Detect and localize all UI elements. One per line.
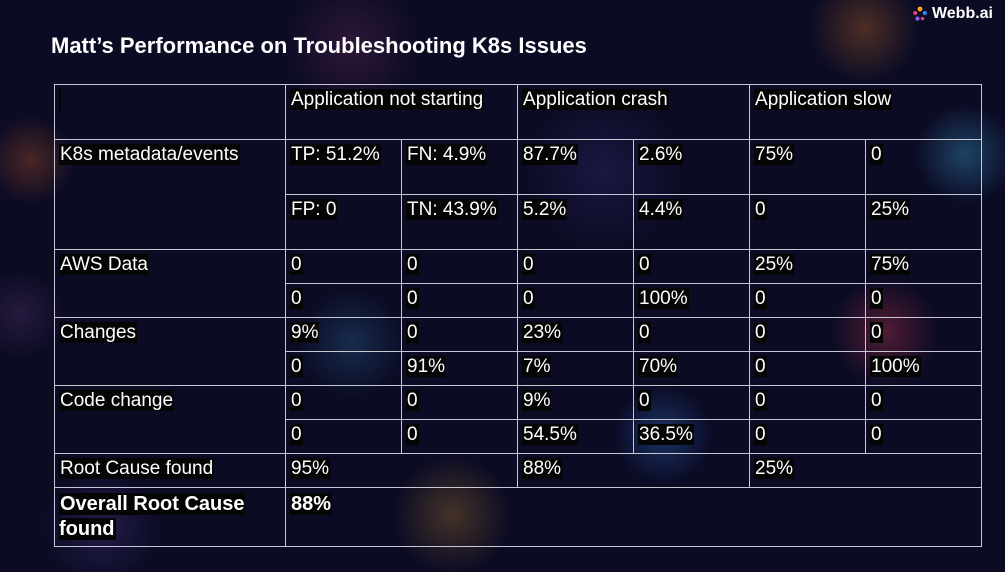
overall-root-cause-value: 88% [284, 487, 983, 547]
table-cell: 4.4% [633, 194, 751, 250]
table-cell: 0 [400, 283, 519, 318]
page-title: Matt’s Performance on Troubleshooting K8… [51, 33, 587, 58]
table-cell: 7% [517, 351, 635, 386]
row-label-aws-data: AWS Data [54, 249, 286, 318]
table-cell: 0 [400, 249, 519, 284]
table-cell: FN: 4.9% [400, 139, 519, 195]
table-row: 0 91% 7% 70% 0 100% [55, 351, 983, 386]
table-cell: 0 [865, 317, 983, 352]
row-label-root-cause-found: Root Cause found [54, 453, 286, 488]
table-cell: 0 [285, 249, 402, 284]
table-cell: 91% [400, 351, 519, 386]
brand-name: Webb.ai [931, 5, 993, 22]
table-cell: 0 [749, 317, 867, 352]
table-cell: 95% [284, 453, 519, 488]
row-label-overall-root-cause: Overall Root Cause found [54, 487, 286, 547]
table-cell: 0 [285, 385, 402, 420]
table-row: Overall Root Cause found 88% [54, 487, 983, 547]
header-application-not-starting: Application not starting [284, 84, 519, 140]
table-cell: 0 [749, 283, 867, 318]
table-cell: 54.5% [517, 419, 635, 454]
table-cell: 0 [517, 249, 635, 284]
row-label-code-change: Code change [54, 385, 286, 454]
table-cell: 0 [285, 351, 402, 386]
table-cell: 88% [517, 453, 751, 488]
table-row: Root Cause found 95% 88% 25% [54, 453, 983, 488]
table-cell: 23% [517, 317, 635, 352]
table-cell: 100% [633, 283, 751, 318]
webb-logo-icon [913, 6, 927, 21]
table-cell: 0 [285, 283, 402, 318]
table-cell: TP: 51.2% [285, 139, 402, 195]
table-cell: 75% [865, 249, 983, 284]
table-cell: 2.6% [633, 139, 751, 195]
table-cell: 75% [749, 139, 867, 195]
table-cell: 0 [400, 419, 519, 454]
table-cell: 25% [865, 194, 983, 250]
brand-logo: Webb.ai [912, 5, 993, 23]
table-row: FP: 0 TN: 43.9% 5.2% 4.4% 0 25% [55, 194, 983, 250]
table-cell: 0 [517, 283, 635, 318]
table-cell: 0 [749, 419, 867, 454]
table-row: Code change 0 0 9% 0 0 0 [54, 385, 983, 454]
table-cell: FP: 0 [285, 194, 402, 250]
table-cell: 0 [633, 317, 751, 352]
table-cell: 70% [633, 351, 751, 386]
table-row: AWS Data 0 0 0 0 25% 75% [54, 249, 983, 318]
table-cell: 5.2% [517, 194, 635, 250]
row-label-k8s-metadata: K8s metadata/events [54, 139, 286, 250]
table-cell: 0 [865, 419, 983, 454]
table-cell: 9% [517, 385, 635, 420]
table-cell: 36.5% [633, 419, 751, 454]
table-cell: TN: 43.9% [400, 194, 519, 250]
table-cell: 0 [285, 419, 402, 454]
table-cell: 0 [749, 351, 867, 386]
table-row: K8s metadata/events TP: 51.2% FN: 4.9% 8… [54, 139, 983, 250]
table-cell: 25% [749, 249, 867, 284]
table-cell: 0 [865, 283, 983, 318]
table-cell: 0 [633, 249, 751, 284]
table-cell: 0 [865, 385, 983, 420]
table-row: 0 0 0 100% 0 0 [55, 283, 983, 318]
table-cell: 0 [865, 139, 983, 195]
table-row: Changes 9% 0 23% 0 0 0 [54, 317, 983, 386]
table-cell: 0 [400, 385, 519, 420]
table-cell: 0 [749, 194, 867, 250]
table-cell: 9% [285, 317, 402, 352]
header-application-slow: Application slow [749, 84, 983, 140]
header-row: Application not starting Application cra… [54, 84, 983, 140]
header-application-crash: Application crash [517, 84, 751, 140]
performance-table: Application not starting Application cra… [54, 84, 983, 547]
table-cell: 0 [749, 385, 867, 420]
table-cell: 0 [633, 385, 751, 420]
table-cell: 87.7% [517, 139, 635, 195]
row-label-changes: Changes [54, 317, 286, 386]
table-cell: 25% [749, 453, 983, 488]
header-corner-cell [54, 84, 286, 140]
table-cell: 0 [400, 317, 519, 352]
table-cell: 100% [865, 351, 983, 386]
